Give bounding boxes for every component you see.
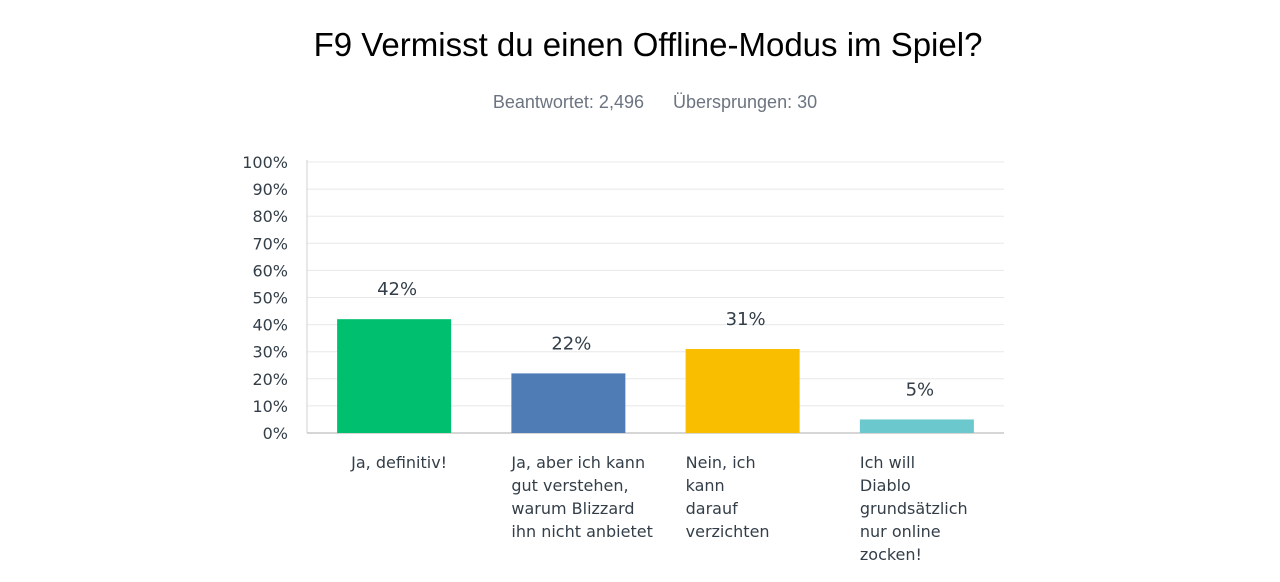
bar <box>337 319 452 433</box>
skipped-count: Übersprungen: 30 <box>673 92 818 112</box>
category-label-line: gut verstehen, <box>511 476 629 495</box>
y-tick-label: 10% <box>252 397 288 416</box>
category-label-line: Ja, definitiv! <box>351 453 448 472</box>
x-category-label: Ich will Diablo grundsätzlich nur online zoc… <box>860 451 1020 566</box>
x-category-label: Nein, ich kann darauf verzichten <box>686 451 846 543</box>
chart-title: F9 Vermisst du einen Offline-Modus im Sp… <box>313 26 983 63</box>
y-tick-label: 100% <box>242 153 288 172</box>
y-tick-label: 20% <box>252 370 288 389</box>
category-label-line: grundsätzlich <box>859 499 968 518</box>
y-tick-label: 30% <box>252 343 288 362</box>
answered-count: Beantwortet: 2,496 <box>492 92 644 112</box>
data-label: 22% <box>551 333 591 354</box>
response-summary: Beantwortet: 2,496 Übersprungen: 30 <box>0 92 1280 113</box>
category-label-line: darauf <box>685 499 738 518</box>
data-label: 42% <box>377 279 417 300</box>
x-category-label: Ja, definitiv! <box>351 451 511 474</box>
bar <box>511 373 626 433</box>
y-tick-label: 50% <box>252 289 288 308</box>
y-tick-label: 40% <box>252 316 288 335</box>
category-label-line: ihn nicht anbietet <box>511 522 653 541</box>
bar <box>859 419 974 433</box>
category-label-line: zocken! <box>859 545 922 564</box>
data-label: 5% <box>906 379 935 400</box>
category-label-line: Diablo <box>859 476 911 495</box>
category-label-line: verzichten <box>685 522 770 541</box>
category-label-line: Ja, aber ich kann <box>511 453 646 472</box>
category-label-line: Ich will <box>859 453 916 472</box>
y-tick-label: 70% <box>252 234 288 253</box>
y-tick-label: 80% <box>252 207 288 226</box>
data-label: 31% <box>726 309 766 330</box>
y-tick-label: 60% <box>252 261 288 280</box>
bar <box>685 348 800 433</box>
y-tick-label: 0% <box>263 424 288 443</box>
category-label-line: warum Blizzard <box>511 499 635 518</box>
category-label-line: kann <box>685 476 725 495</box>
category-label-line: nur online <box>859 522 941 541</box>
y-tick-label: 90% <box>252 180 288 199</box>
x-category-label: Ja, aber ich kann gut verstehen, warum Bli… <box>511 451 671 543</box>
category-label-line: Nein, ich <box>685 453 756 472</box>
